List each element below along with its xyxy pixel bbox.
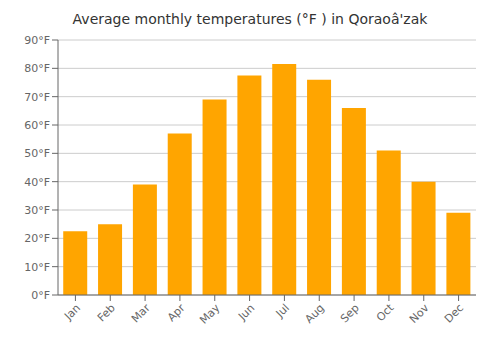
svg-text:70°F: 70°F [24,91,50,104]
svg-text:90°F: 90°F [24,34,50,47]
svg-text:May: May [197,301,223,327]
html-text:Average monthly temperatures (: Average monthly temperatures (°F ) in Qo… [72,11,428,27]
svg-text:Oct: Oct [374,301,397,324]
svg-text:0°F: 0°F [31,289,50,302]
svg-text:Nov: Nov [407,301,432,326]
svg-text:Dec: Dec [442,301,466,325]
svg-text:Feb: Feb [95,301,118,324]
svg-text:Aug: Aug [303,301,327,325]
svg-text:30°F: 30°F [24,204,50,217]
svg-text:50°F: 50°F [24,147,50,160]
svg-text:40°F: 40°F [24,176,50,189]
svg-text:Jan: Jan [61,301,83,323]
svg-text:Mar: Mar [129,301,153,325]
svg-text:Jun: Jun [235,301,257,323]
svg-text:60°F: 60°F [24,119,50,132]
svg-text:Jul: Jul [273,301,292,320]
svg-text:80°F: 80°F [24,62,50,75]
svg-text:Sep: Sep [338,301,362,325]
svg-text:10°F: 10°F [24,261,50,274]
svg-text:Apr: Apr [165,301,188,324]
svg-text:20°F: 20°F [24,232,50,245]
